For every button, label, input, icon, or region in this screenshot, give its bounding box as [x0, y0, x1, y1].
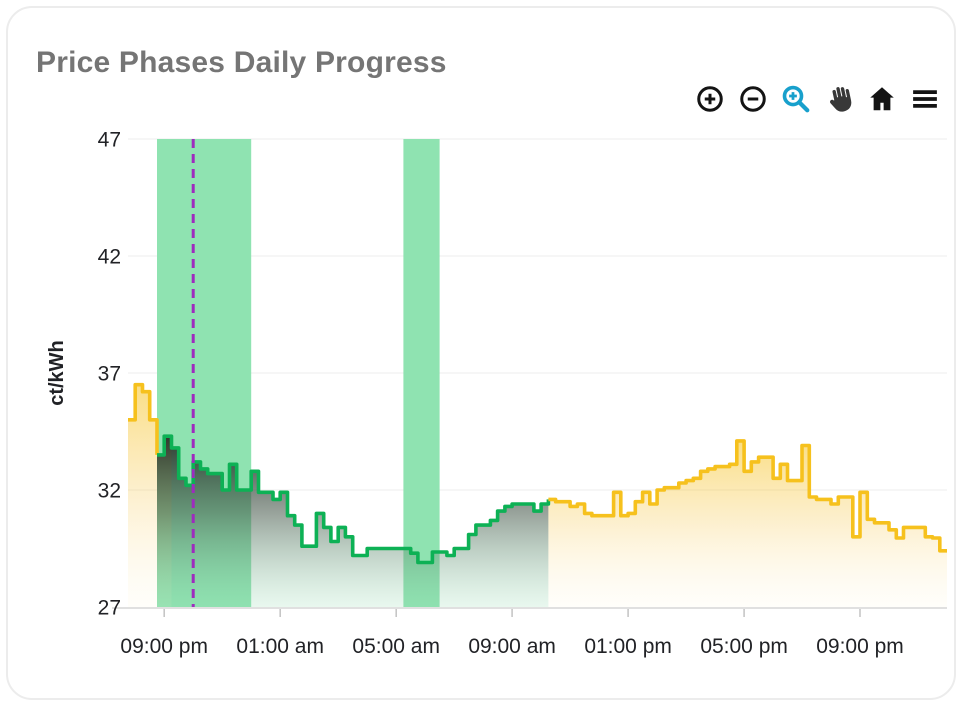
- price-area-cheap: [157, 436, 549, 607]
- y-tick-label: 37: [98, 363, 121, 386]
- x-tick-label: 01:00 am: [236, 635, 324, 658]
- pan-button[interactable]: [824, 84, 854, 114]
- hamburger-icon: [913, 90, 937, 108]
- y-tick-label: 42: [98, 246, 121, 269]
- box-zoom-button[interactable]: [781, 84, 811, 114]
- price-line-cheap: [157, 434, 551, 565]
- x-tick-label: 09:00 pm: [816, 635, 904, 658]
- zoom-out-icon: [740, 86, 766, 112]
- y-tick-label: 47: [98, 129, 121, 152]
- page-title: Price Phases Daily Progress: [36, 46, 447, 80]
- y-tick-label: 27: [98, 597, 121, 620]
- y-axis-title: ct/kWh: [46, 340, 68, 406]
- x-tick-label: 09:00 pm: [120, 635, 208, 658]
- x-tick-label: 09:00 am: [468, 635, 556, 658]
- reset-view-button[interactable]: [867, 84, 897, 114]
- menu-button[interactable]: [910, 84, 940, 114]
- magnifier-plus-icon: [782, 85, 810, 113]
- chart-toolbar: [695, 84, 940, 114]
- x-tick-label: 05:00 am: [352, 635, 440, 658]
- home-icon: [870, 87, 894, 111]
- cheap-window-band: [403, 139, 440, 607]
- x-tick-label: 01:00 pm: [584, 635, 672, 658]
- price-line-normal: [128, 382, 159, 455]
- hand-icon: [830, 87, 852, 112]
- zoom-in-button[interactable]: [695, 84, 725, 114]
- y-tick-label: 32: [98, 480, 121, 503]
- zoom-out-button[interactable]: [738, 84, 768, 114]
- price-line-normal: [548, 439, 947, 553]
- zoom-in-icon: [697, 86, 723, 112]
- x-tick-label: 05:00 pm: [700, 635, 788, 658]
- price-area-normal: [548, 440, 947, 607]
